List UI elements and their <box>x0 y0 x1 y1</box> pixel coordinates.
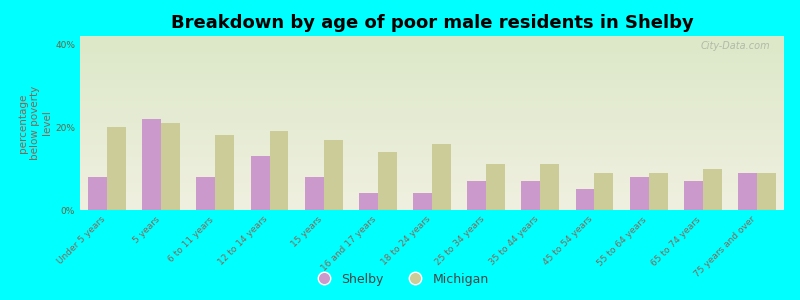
Bar <box>649 173 667 210</box>
Bar <box>197 177 215 210</box>
Bar <box>540 164 559 210</box>
Bar <box>738 173 757 210</box>
Bar <box>684 181 702 210</box>
Bar <box>142 119 162 210</box>
Bar <box>522 181 540 210</box>
Bar <box>305 177 324 210</box>
Bar <box>107 127 126 210</box>
Bar <box>413 194 432 210</box>
Bar <box>359 194 378 210</box>
Bar <box>757 173 776 210</box>
Title: Breakdown by age of poor male residents in Shelby: Breakdown by age of poor male residents … <box>170 14 694 32</box>
Text: City-Data.com: City-Data.com <box>700 41 770 51</box>
Bar <box>88 177 107 210</box>
Bar <box>702 169 722 210</box>
Bar <box>215 135 234 210</box>
Bar <box>324 140 342 210</box>
Bar <box>250 156 270 210</box>
Bar <box>162 123 180 210</box>
Legend: Shelby, Michigan: Shelby, Michigan <box>306 268 494 291</box>
Bar <box>630 177 649 210</box>
Bar <box>467 181 486 210</box>
Bar <box>378 152 397 210</box>
Y-axis label: percentage
below poverty
level: percentage below poverty level <box>18 86 52 160</box>
Bar <box>432 144 451 210</box>
Bar <box>575 189 594 210</box>
Bar <box>594 173 614 210</box>
Bar <box>486 164 505 210</box>
Bar <box>270 131 289 210</box>
